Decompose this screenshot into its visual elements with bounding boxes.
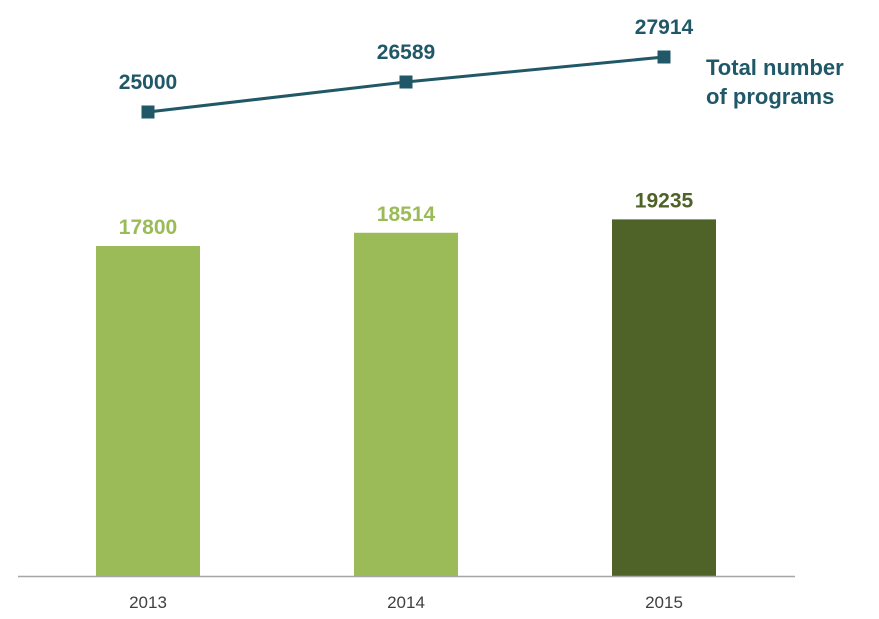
programs-series-label-line-1: Total number [706,55,844,80]
bar-2014 [354,232,458,576]
x-tick-label-2014: 2014 [387,593,425,612]
programs-marker-2015 [657,50,671,64]
programs-series-label-line-2: of programs [706,84,834,109]
bar-value-label-2015: 19235 [635,189,694,212]
bar-2015 [612,219,716,577]
programs-value-label-2013: 25000 [119,71,177,94]
programs-value-label-2015: 27914 [635,16,694,39]
x-tick-label-2015: 2015 [645,593,683,612]
bar-2013 [96,246,200,576]
programs-marker-2014 [399,75,413,89]
bar-value-label-2014: 18514 [377,203,436,226]
programs-value-label-2014: 26589 [377,41,435,64]
x-tick-label-2013: 2013 [129,593,167,612]
bar-value-label-2013: 17800 [119,216,177,239]
programs-marker-2013 [141,105,155,119]
